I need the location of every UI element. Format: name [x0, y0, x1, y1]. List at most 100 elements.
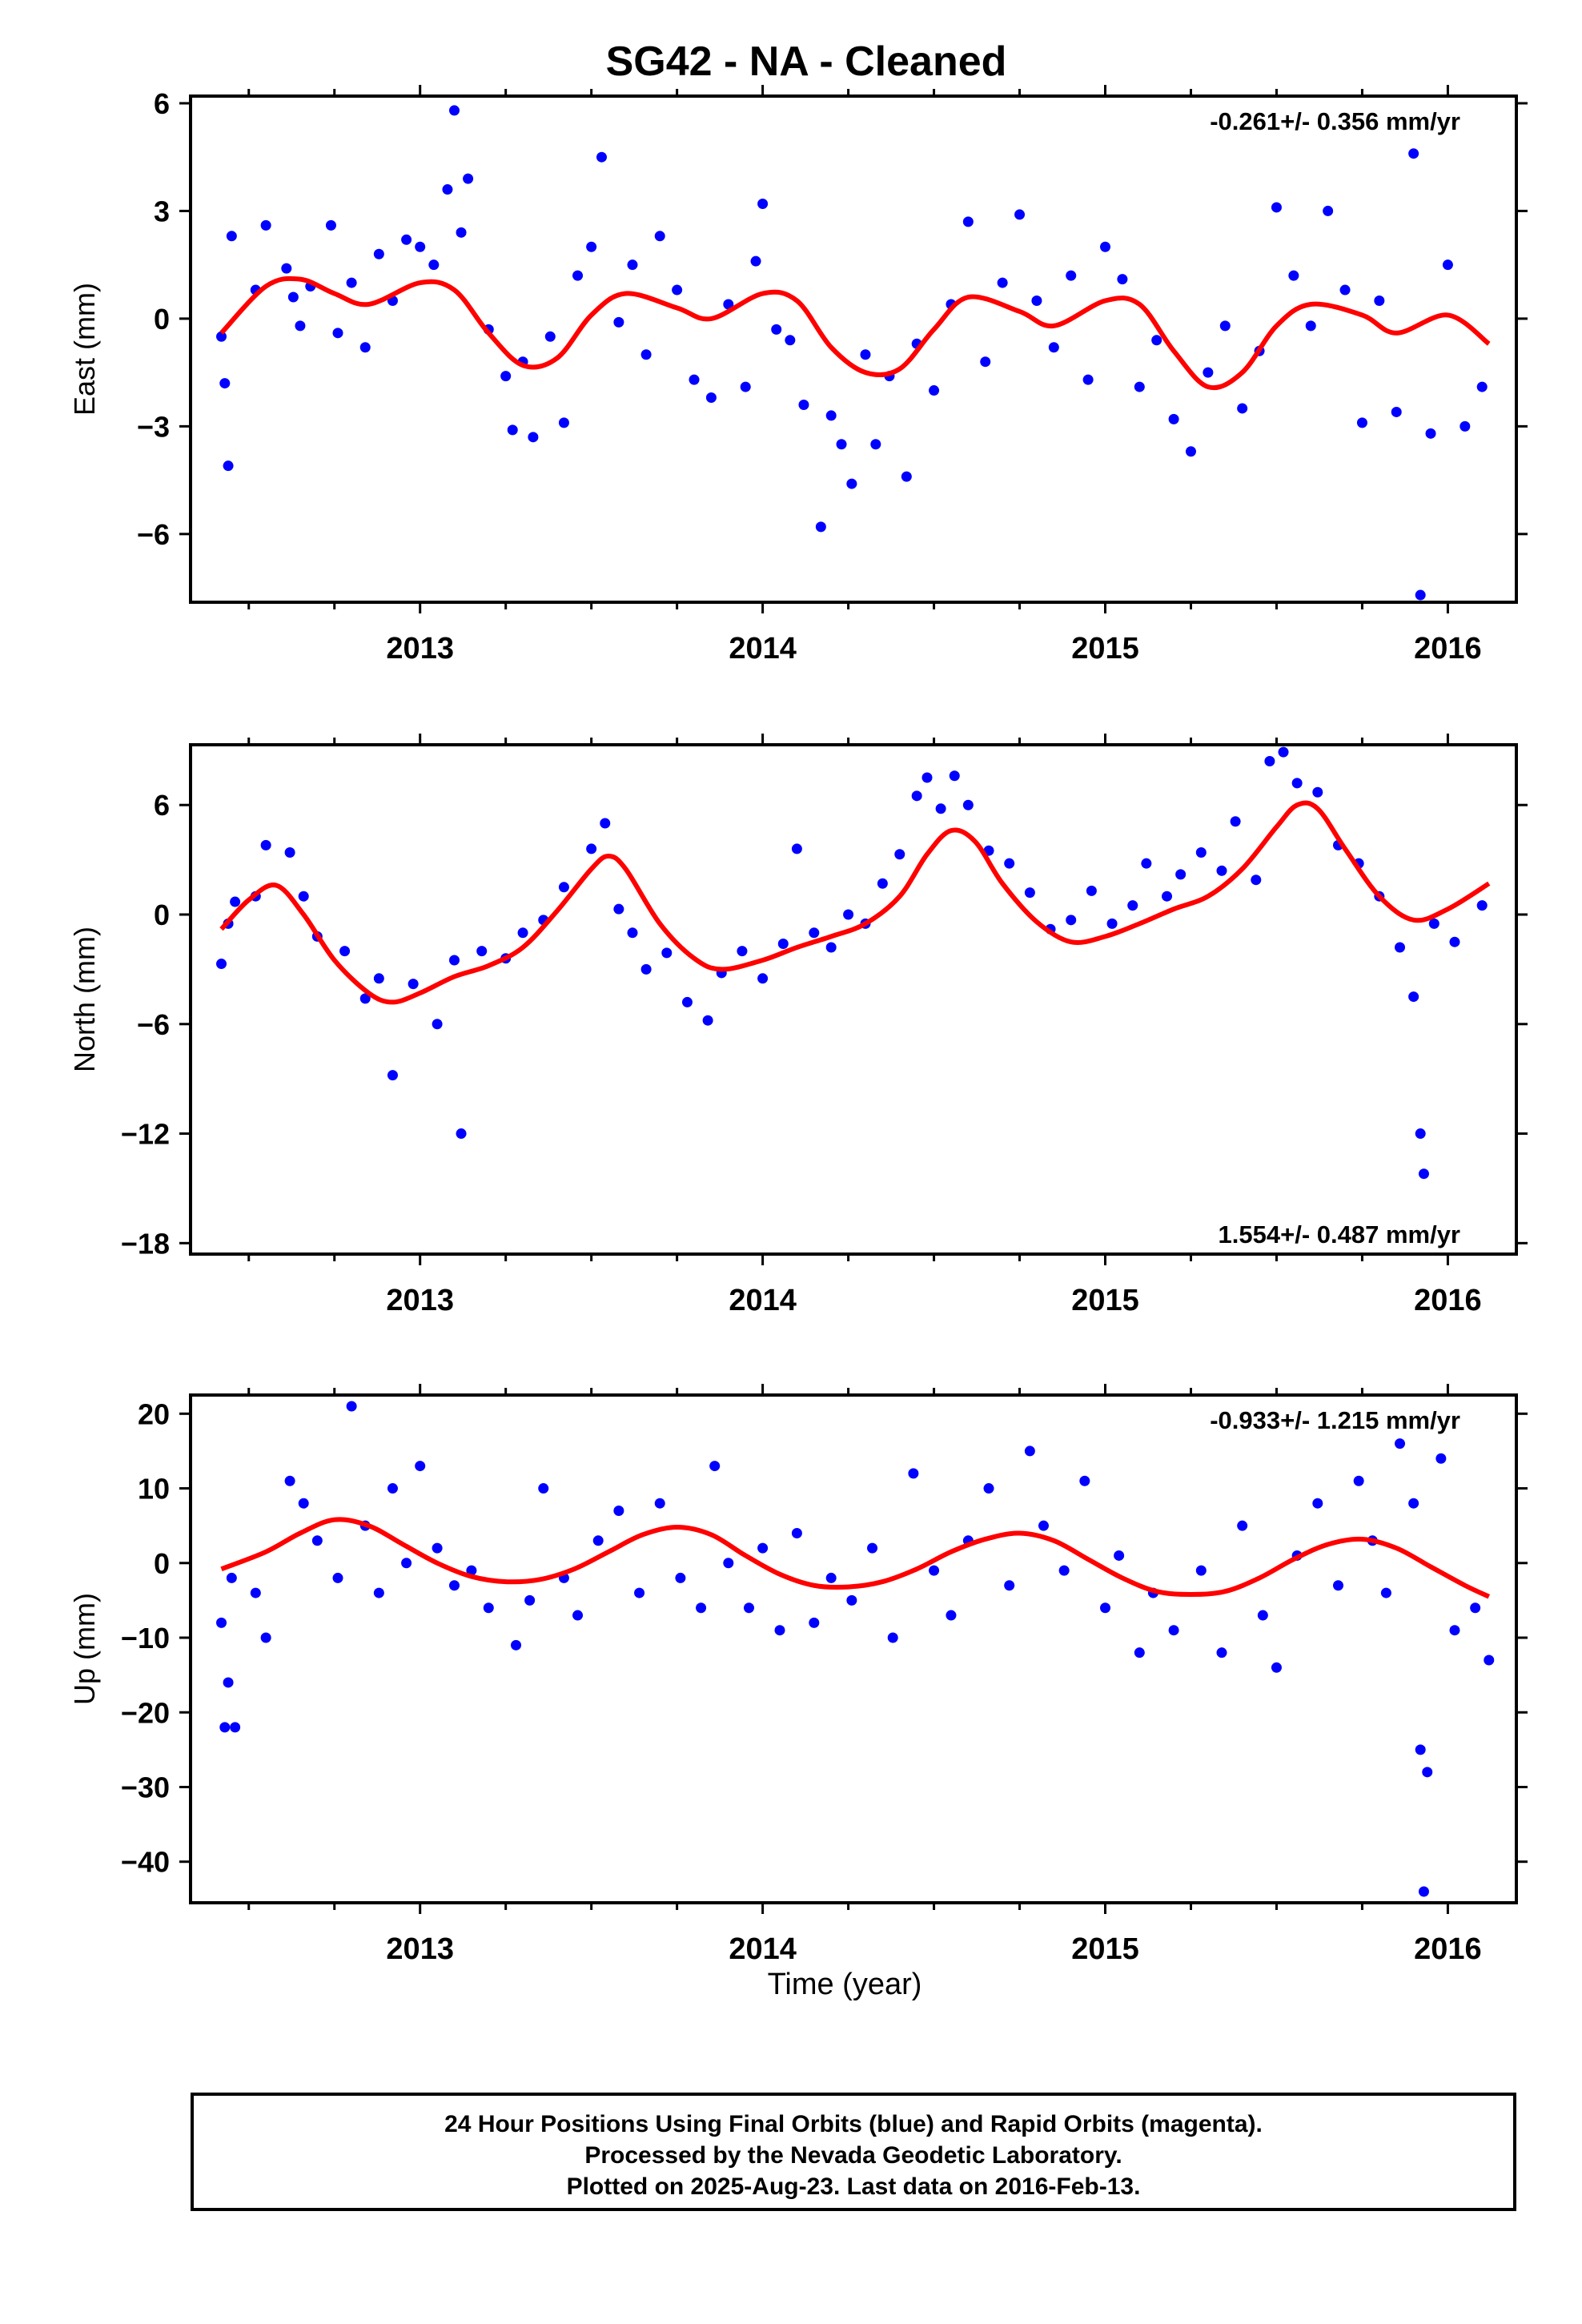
up-data-point: [613, 1506, 624, 1517]
north-data-point: [359, 993, 371, 1004]
north-data-point: [1086, 885, 1097, 896]
north-xtick-label: 2014: [729, 1284, 797, 1317]
up-data-point: [1271, 1662, 1282, 1673]
east-data-point: [442, 184, 453, 195]
up-data-point: [809, 1617, 820, 1628]
north-data-point: [962, 799, 974, 810]
up-data-point: [1024, 1445, 1035, 1457]
east-data-point: [672, 284, 683, 296]
east-xtick-label: 2014: [729, 632, 797, 665]
up-data-point: [1353, 1475, 1364, 1486]
up-data-point: [524, 1594, 536, 1606]
up-data-point: [791, 1527, 802, 1538]
east-data-point: [1219, 320, 1231, 332]
north-y-axis-title: North (mm): [68, 927, 101, 1072]
east-data-point: [723, 299, 734, 310]
east-data-point: [901, 471, 912, 482]
north-data-point: [1312, 786, 1323, 798]
up-data-point: [216, 1617, 227, 1628]
east-data-point: [1271, 202, 1282, 213]
east-data-point: [544, 331, 556, 342]
north-data-point: [1428, 918, 1439, 929]
north-data-point: [809, 927, 820, 939]
up-data-point: [1195, 1565, 1207, 1576]
north-data-point: [339, 946, 351, 957]
north-data-point: [661, 947, 673, 959]
up-data-point: [709, 1461, 721, 1472]
up-data-point: [1312, 1498, 1323, 1509]
up-xtick-label: 2014: [729, 1932, 797, 1966]
up-data-point: [1237, 1520, 1248, 1531]
up-fit-curve: [220, 1517, 1491, 1599]
north-data-point: [1251, 875, 1262, 886]
up-data-point: [757, 1542, 769, 1554]
east-data-point: [281, 263, 292, 274]
up-plot-frame: [189, 1393, 1518, 1904]
north-ytick-label: −6: [137, 1008, 170, 1041]
east-data-point: [346, 277, 357, 288]
up-data-point: [1415, 1744, 1426, 1755]
north-data-point: [1004, 858, 1015, 869]
north-data-point: [1066, 915, 1077, 926]
east-data-point: [223, 460, 234, 472]
east-data-point: [219, 378, 231, 389]
east-data-point: [1185, 446, 1196, 457]
east-data-point: [528, 432, 539, 443]
east-data-point: [785, 335, 796, 346]
east-plot-frame: [189, 94, 1518, 604]
north-xtick-label: 2016: [1414, 1284, 1482, 1317]
north-data-point: [777, 938, 789, 949]
north-data-point: [1216, 865, 1227, 876]
east-data-point: [870, 439, 881, 450]
north-data-point: [284, 846, 295, 858]
east-ytick-label: −6: [137, 518, 170, 551]
north-data-point: [791, 843, 802, 854]
up-data-point: [346, 1401, 357, 1412]
north-data-point: [432, 1019, 443, 1030]
east-data-point: [260, 219, 271, 231]
up-data-point: [373, 1587, 384, 1598]
up-data-point: [887, 1632, 898, 1643]
up-ytick-label: −30: [121, 1771, 170, 1803]
north-data-point: [558, 882, 569, 893]
north-data-point: [448, 955, 460, 966]
north-data-point: [627, 927, 638, 939]
north-data-point: [843, 909, 854, 920]
east-data-point: [1305, 320, 1316, 332]
north-ytick-label: −18: [121, 1227, 170, 1260]
east-data-point: [1374, 295, 1385, 306]
up-data-point: [466, 1565, 477, 1576]
up-data-point: [511, 1639, 522, 1651]
east-ytick-label: 6: [154, 87, 170, 120]
north-data-point: [1408, 991, 1419, 1003]
up-data-point: [1422, 1767, 1433, 1778]
up-data-point: [1332, 1580, 1343, 1591]
north-data-point: [1127, 900, 1138, 911]
up-data-point: [298, 1498, 309, 1509]
north-data-point: [298, 891, 309, 902]
north-data-point: [456, 1128, 467, 1140]
east-data-point: [1356, 417, 1367, 428]
up-data-point: [1408, 1498, 1419, 1509]
east-data-point: [216, 331, 227, 342]
east-data-point: [836, 439, 847, 450]
east-data-point: [1425, 428, 1436, 439]
up-data-point: [226, 1572, 237, 1583]
east-rate-annotation: -0.261+/- 0.356 mm/yr: [1210, 107, 1460, 135]
up-plot-area: [216, 1401, 1495, 1897]
east-data-point: [1134, 381, 1145, 392]
north-data-point: [911, 790, 922, 802]
north-data-point: [894, 849, 905, 860]
up-ytick-label: 20: [138, 1397, 170, 1430]
east-data-point: [1031, 295, 1042, 306]
east-data-point: [640, 349, 652, 360]
up-data-point: [867, 1542, 878, 1554]
east-data-point: [1168, 413, 1179, 424]
east-data-point: [1408, 148, 1419, 159]
east-data-point: [1151, 335, 1162, 346]
footer-line-3: Plotted on 2025-Aug-23. Last data on 201…: [566, 2173, 1141, 2200]
east-ytick-label: 0: [154, 303, 170, 336]
up-data-point: [1484, 1655, 1495, 1666]
up-ytick-label: −20: [121, 1696, 170, 1729]
